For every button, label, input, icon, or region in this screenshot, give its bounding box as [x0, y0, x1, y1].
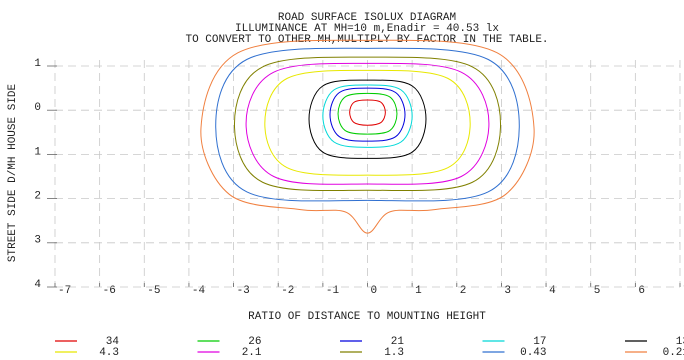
legend-label: 26	[248, 336, 261, 348]
y-tick-label: 4	[34, 279, 41, 291]
x-tick-label: -1	[326, 285, 340, 297]
legend-label: 0.21	[663, 347, 684, 359]
legend-label: 21	[391, 336, 405, 348]
y-tick-label: 3	[34, 235, 41, 247]
legend-label: 34	[106, 336, 120, 348]
x-tick-label: 0	[371, 285, 378, 297]
legend-label: 2.1	[242, 347, 262, 359]
x-tick-label: 4	[549, 285, 556, 297]
x-tick-label: -3	[237, 285, 250, 297]
x-axis-label: RATIO OF DISTANCE TO MOUNTING HEIGHT	[248, 311, 486, 323]
legend-label: 13	[676, 336, 684, 348]
x-tick-label: 6	[638, 285, 645, 297]
isolux-contour	[215, 47, 520, 202]
x-tick-label: 5	[594, 285, 601, 297]
isolux-contour	[329, 87, 406, 142]
isolux-contour	[349, 99, 386, 126]
x-tick-label: -4	[192, 285, 206, 297]
legend-label: 17	[533, 336, 546, 348]
x-tick-label: 1	[415, 285, 422, 297]
legend-label: 0.43	[520, 347, 546, 359]
title-line: ROAD SURFACE ISOLUX DIAGRAM	[278, 12, 456, 24]
isolux-contour	[322, 84, 413, 148]
x-tick-label: -7	[58, 285, 71, 297]
x-tick-label: 2	[460, 285, 467, 297]
x-tick-label: 3	[504, 285, 511, 297]
isolux-contour	[200, 39, 535, 234]
isolux-contour	[337, 92, 398, 135]
y-axis-label: STREET SIDE D/MH HOUSE SIDE	[7, 83, 19, 262]
legend-label: 1.3	[384, 347, 404, 359]
title-line: ILLUMINANCE AT MH=10 m,Enadir = 40.53 lx	[235, 23, 499, 35]
x-tick-label: -2	[281, 285, 294, 297]
y-tick-label: 2	[34, 191, 41, 203]
x-tick-label: -6	[103, 285, 116, 297]
legend-label: 4.3	[99, 347, 119, 359]
x-tick-label: -5	[147, 285, 160, 297]
isolux-contour	[233, 56, 502, 192]
isolux-contour	[264, 69, 471, 176]
isolux-contour	[245, 62, 490, 185]
isolux-contour	[308, 79, 427, 159]
y-tick-label: 0	[34, 102, 41, 114]
y-tick-label: 1	[34, 58, 41, 70]
y-tick-label: 1	[34, 146, 41, 158]
